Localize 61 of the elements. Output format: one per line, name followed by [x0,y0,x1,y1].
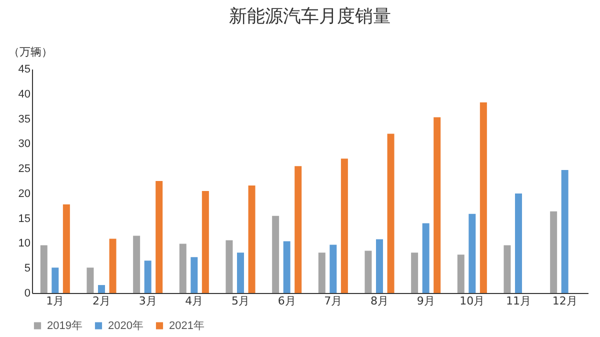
bar [294,166,302,293]
legend-label: 2019年 [47,320,82,332]
bar [318,252,326,293]
y-tick-label: 35 [18,113,30,126]
y-tick-label: 30 [18,138,30,150]
bar [283,241,290,293]
bar [411,252,418,293]
x-tick-label: 3月 [138,294,157,308]
bar [179,244,186,293]
bar [376,239,383,293]
bar [144,260,152,293]
bar [457,254,464,293]
bar [190,257,198,293]
x-tick-label: 7月 [324,294,342,308]
chart-title: 新能源汽车月度销量 [229,6,391,26]
x-tick-label: 10月 [460,294,485,308]
bar [561,170,568,293]
y-tick-label: 0 [24,288,30,300]
y-tick-label: 15 [18,212,30,225]
y-tick-label: 40 [18,88,30,100]
bar [272,216,280,293]
bar [248,185,256,293]
bar [62,204,70,293]
x-tick-label: 8月 [370,294,388,308]
x-tick-label: 6月 [278,294,296,308]
y-tick-label: 10 [18,238,30,250]
y-axis-title: （万辆） [8,46,52,58]
bar [40,245,48,293]
bar [340,158,348,293]
x-tick-label: 5月 [232,294,250,308]
bar [364,250,372,293]
bar [98,285,105,293]
bar [156,181,163,293]
y-tick-label: 25 [18,163,30,176]
bar [387,134,394,293]
bar [504,245,511,293]
x-tick-label: 9月 [416,294,435,308]
bar [226,240,233,293]
bar [515,193,522,293]
bar [480,102,487,293]
bar [202,190,209,293]
x-tick-label: 12月 [552,294,578,308]
bar [109,238,116,293]
bar [422,223,430,293]
x-tick-label: 2月 [92,294,110,308]
bar [52,268,59,293]
y-tick-label: 20 [18,188,30,200]
legend-label: 2021年 [169,320,204,332]
bar [468,214,476,293]
x-tick-label: 4月 [185,294,204,308]
bar [550,211,558,293]
y-tick-label: 5 [24,262,30,275]
y-tick-label: 45 [18,64,30,76]
legend-label: 2020年 [108,320,144,332]
bar [434,117,441,293]
x-tick-label: 11月 [506,294,531,308]
bar [330,244,337,293]
bar [237,252,244,293]
bar [86,268,94,293]
bar [133,236,140,293]
x-tick-label: 1月 [46,294,64,308]
